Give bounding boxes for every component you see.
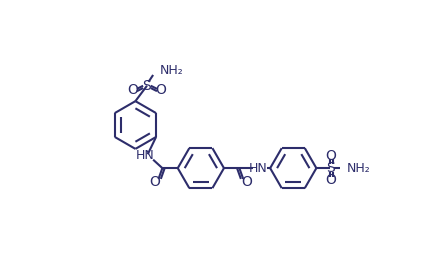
Text: S: S (326, 161, 334, 175)
Text: O: O (242, 175, 253, 189)
Text: O: O (325, 149, 336, 163)
Text: NH₂: NH₂ (347, 162, 371, 175)
Text: HN: HN (249, 162, 268, 175)
Text: HN: HN (135, 149, 154, 162)
Text: NH₂: NH₂ (159, 64, 183, 77)
Text: O: O (128, 83, 139, 97)
Text: O: O (325, 174, 336, 188)
Text: O: O (155, 83, 166, 97)
Text: O: O (149, 175, 160, 189)
Text: S: S (143, 79, 151, 93)
